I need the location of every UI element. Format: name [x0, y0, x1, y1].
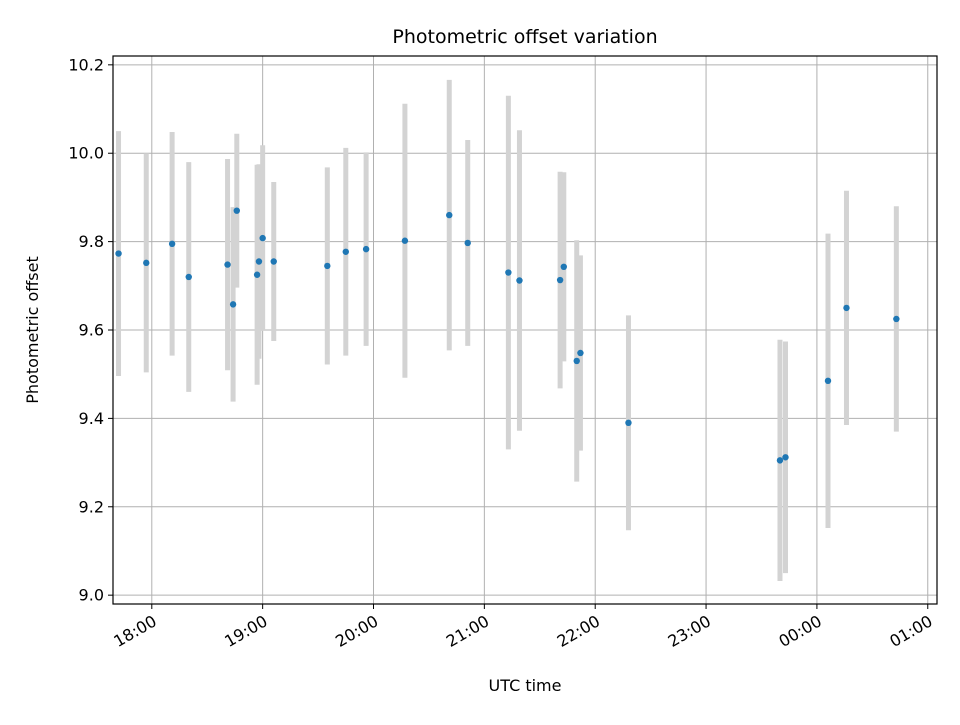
data-point — [259, 234, 266, 242]
data-point — [143, 259, 150, 267]
data-point — [342, 248, 349, 255]
data-points — [115, 207, 900, 464]
data-point — [573, 357, 580, 365]
data-point — [401, 237, 409, 244]
data-point — [270, 258, 277, 265]
data-point — [168, 240, 176, 248]
y-tick-label: 9.2 — [79, 497, 104, 516]
data-point — [560, 263, 567, 271]
data-point — [115, 250, 122, 257]
data-point — [782, 454, 789, 461]
data-point — [446, 211, 453, 219]
x-axis-label: UTC time — [489, 676, 562, 695]
y-axis-ticks: 9.0 9.2 9.4 9.6 9.8 10.0 10.2 — [68, 55, 113, 605]
data-point — [224, 261, 231, 268]
y-tick-label: 9.8 — [79, 232, 104, 251]
chart-title: Photometric offset variation — [392, 26, 657, 48]
data-point — [233, 207, 240, 214]
data-point — [843, 304, 850, 312]
y-tick-label: 9.0 — [79, 586, 104, 605]
data-point — [229, 301, 237, 308]
data-point — [824, 377, 832, 385]
grid — [113, 56, 937, 604]
data-point — [556, 276, 564, 284]
data-point — [505, 269, 512, 276]
data-point — [464, 239, 471, 247]
data-point — [516, 277, 523, 284]
data-point — [185, 273, 192, 281]
y-tick-label: 9.6 — [79, 321, 104, 340]
y-tick-label: 9.4 — [79, 409, 104, 428]
data-point — [577, 349, 584, 357]
y-tick-label: 10.2 — [68, 55, 104, 74]
data-point — [255, 258, 263, 265]
data-point — [253, 271, 261, 278]
data-point — [362, 245, 370, 253]
data-point — [893, 315, 900, 323]
data-point — [625, 419, 632, 427]
y-tick-label: 10.0 — [68, 144, 104, 163]
data-point — [776, 457, 784, 464]
data-point — [324, 262, 331, 270]
y-axis-label: Photometric offset — [23, 256, 42, 404]
